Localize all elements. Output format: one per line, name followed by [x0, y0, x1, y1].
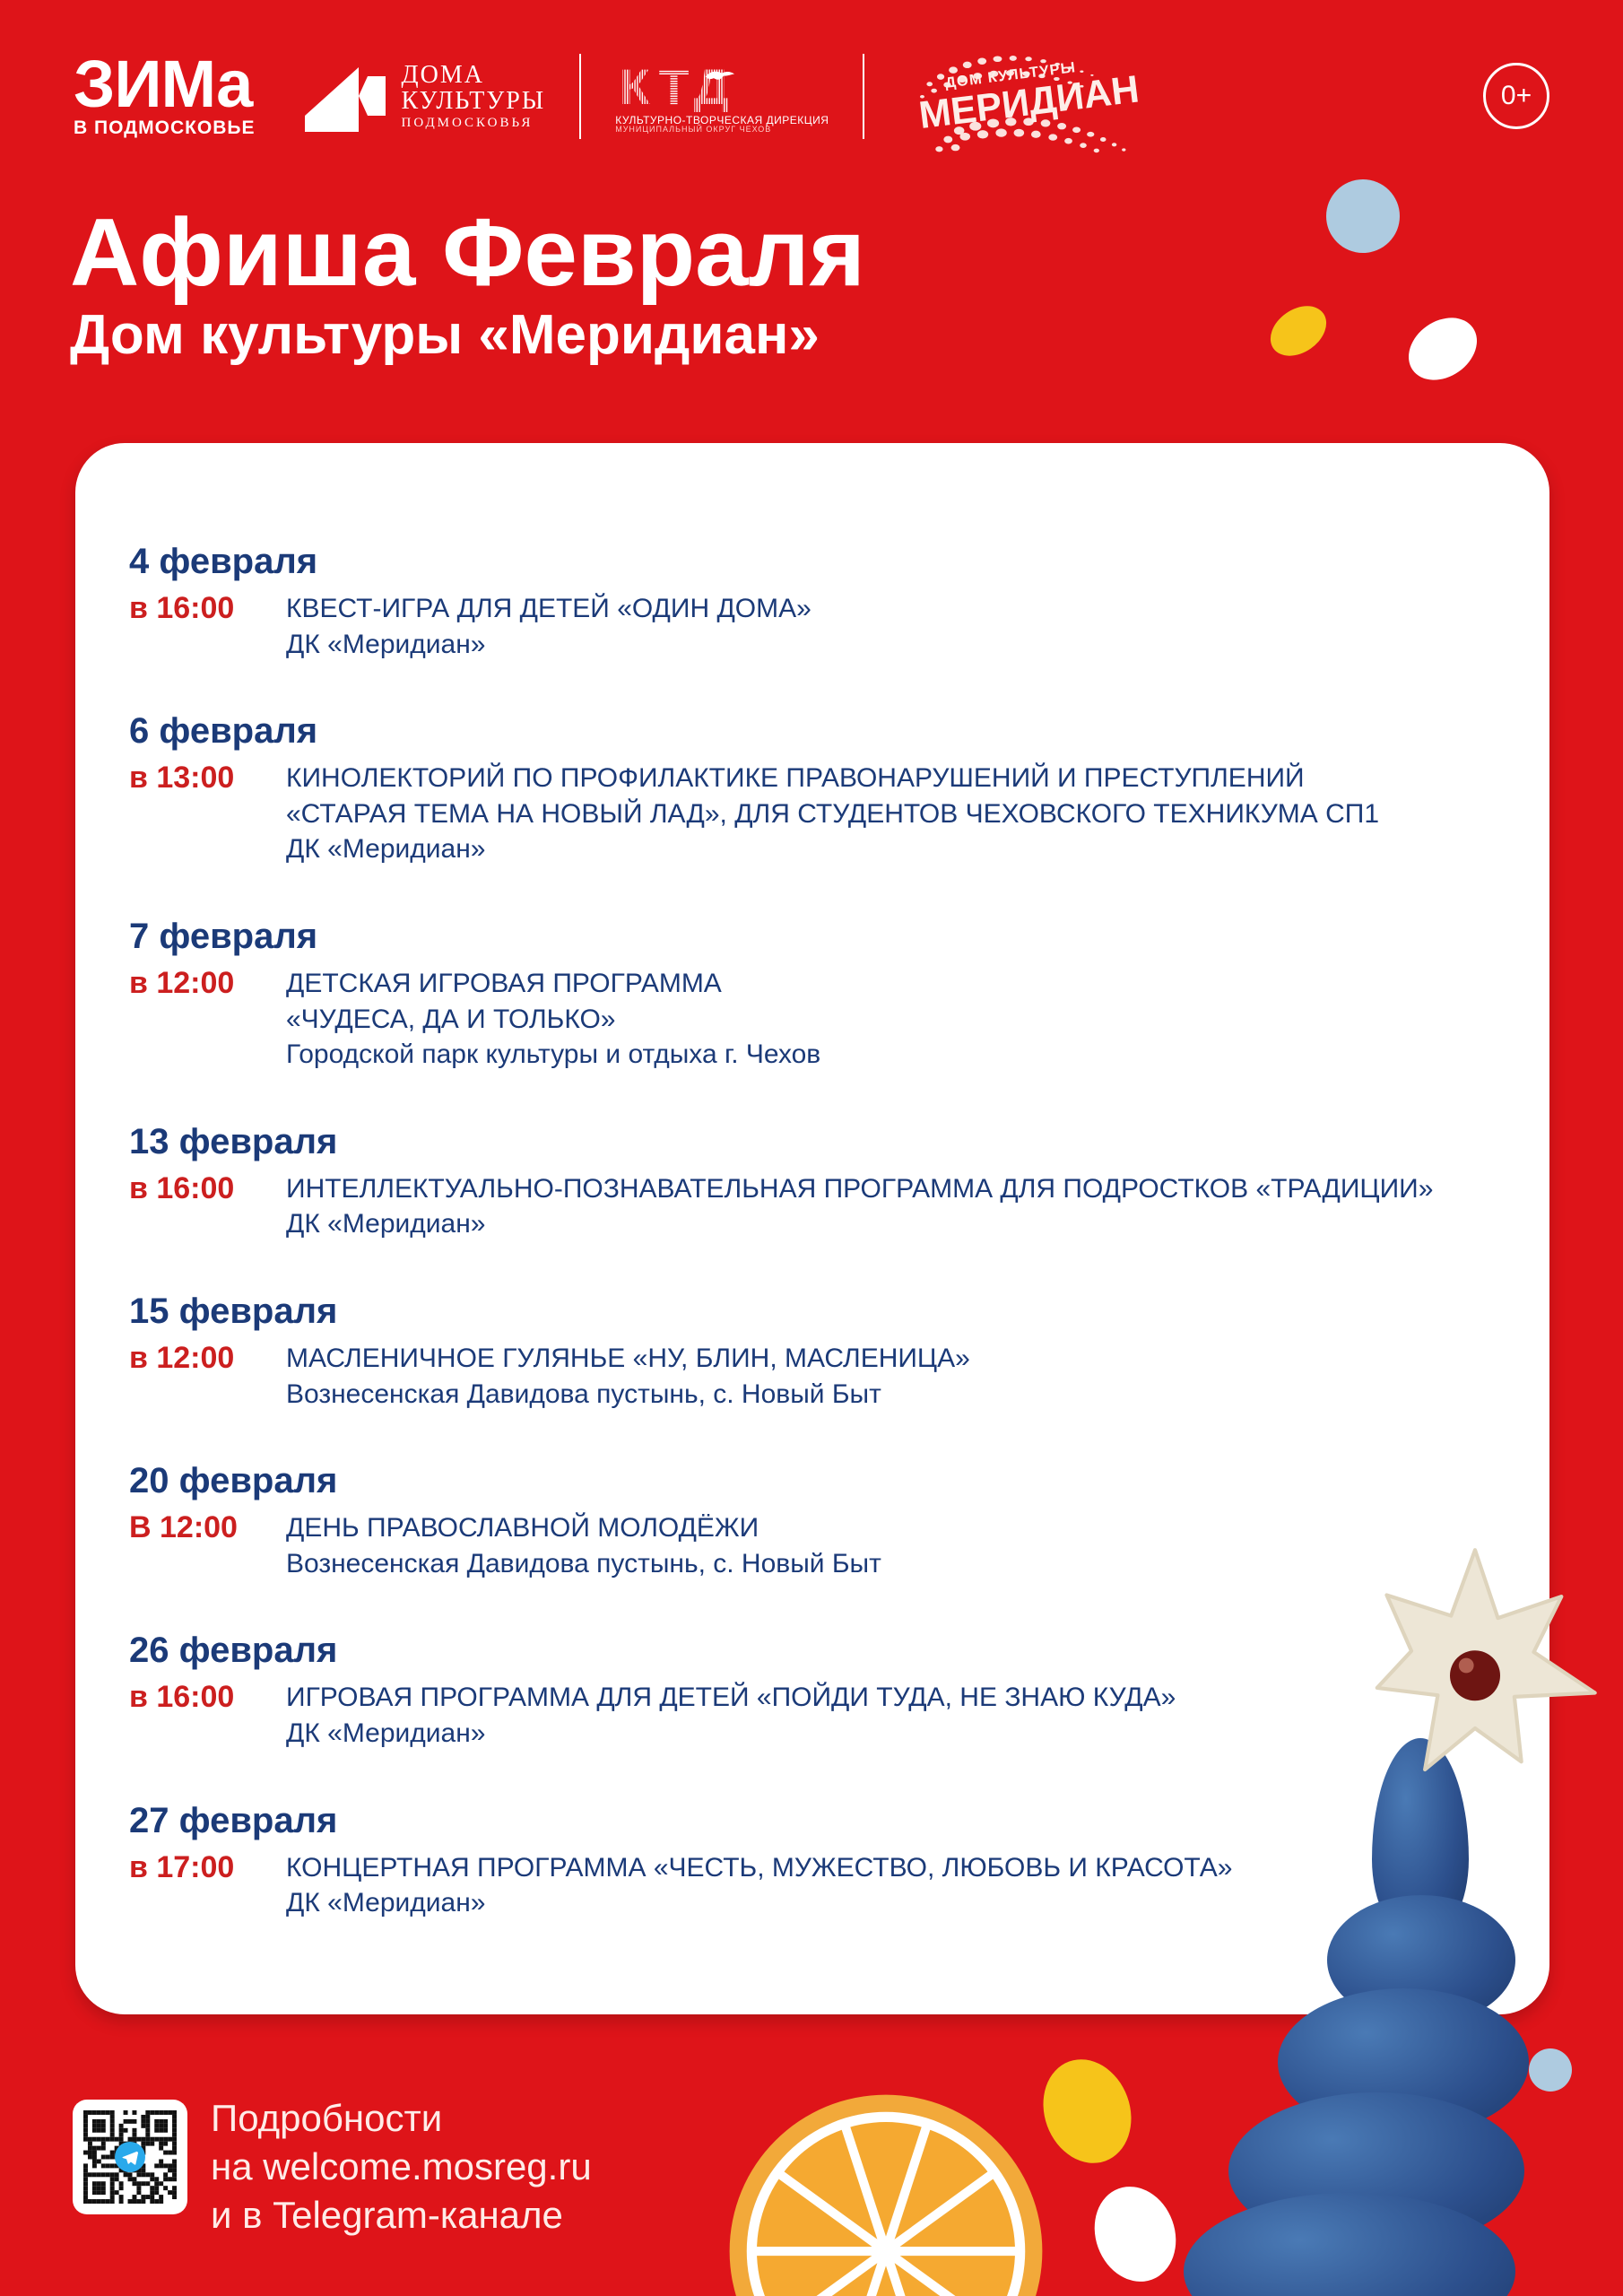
svg-text:К: К — [620, 59, 650, 112]
svg-text:Т: Т — [659, 59, 690, 112]
svg-text:Д: Д — [694, 59, 729, 112]
